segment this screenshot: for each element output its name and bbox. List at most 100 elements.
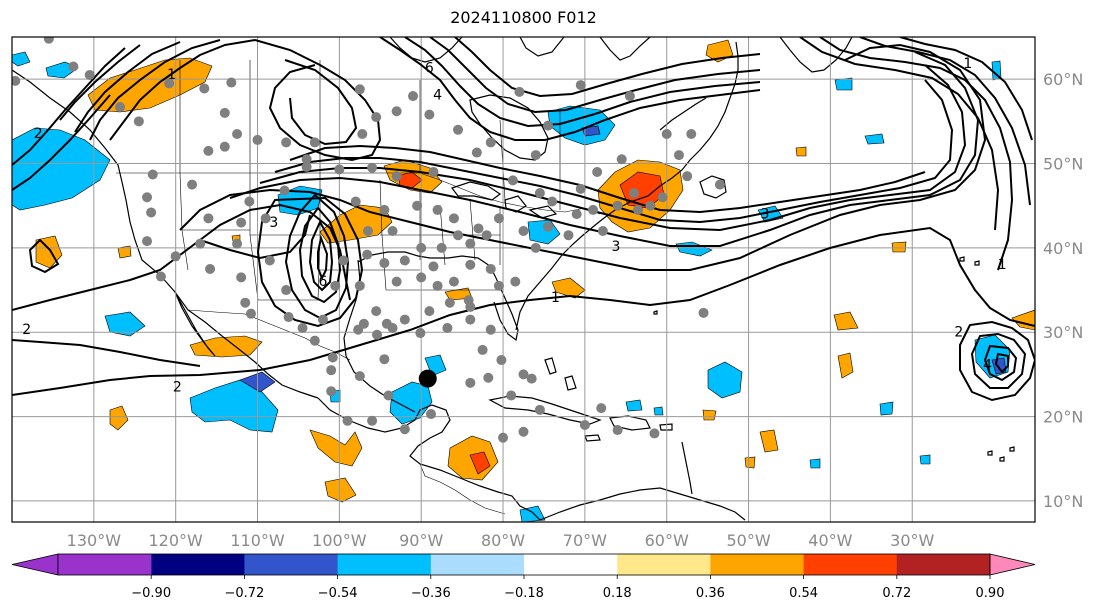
station-dot bbox=[493, 280, 504, 291]
station-dot bbox=[236, 272, 247, 283]
station-dot bbox=[203, 213, 214, 224]
contour-line bbox=[28, 238, 60, 274]
contour-line bbox=[12, 339, 201, 367]
station-dot bbox=[563, 230, 574, 241]
contour-label: 1 bbox=[551, 290, 560, 306]
station-dot bbox=[465, 377, 476, 388]
station-dot bbox=[363, 226, 374, 236]
coastline-south-america bbox=[539, 487, 746, 521]
station-dot bbox=[506, 390, 517, 401]
contour-label: 3 bbox=[760, 206, 769, 222]
station-dot bbox=[326, 365, 337, 376]
station-dot bbox=[465, 238, 476, 249]
station-dot bbox=[530, 242, 541, 253]
contour-line bbox=[12, 203, 351, 311]
coastline-atlantic bbox=[515, 41, 739, 331]
station-dot bbox=[309, 137, 320, 148]
station-dot bbox=[473, 223, 484, 234]
storm-center-marker bbox=[418, 369, 437, 388]
contour-label: 3 bbox=[269, 215, 278, 231]
station-dot bbox=[426, 409, 437, 420]
station-dot bbox=[436, 242, 447, 253]
shade-positive bbox=[891, 241, 907, 253]
contour-label: 4 bbox=[433, 87, 442, 103]
station-dot bbox=[330, 280, 341, 291]
station-dot bbox=[415, 328, 426, 339]
station-dot bbox=[326, 386, 337, 397]
station-dot bbox=[530, 150, 541, 161]
station-dot bbox=[399, 314, 410, 325]
contour-line bbox=[819, 37, 1014, 271]
longitude-label: 40°W bbox=[808, 531, 852, 550]
contour-label: 2 bbox=[954, 324, 963, 340]
contour-line bbox=[74, 41, 181, 133]
station-dot bbox=[477, 344, 488, 355]
contour-line bbox=[899, 37, 1033, 141]
contour-label: 1 bbox=[998, 257, 1007, 273]
station-dot bbox=[334, 164, 345, 175]
station-dot bbox=[448, 213, 459, 224]
longitude-label: 120°W bbox=[149, 531, 204, 550]
latitude-label: 30°N bbox=[1043, 323, 1083, 342]
contour-line bbox=[983, 344, 1018, 382]
station-dot bbox=[260, 213, 271, 224]
station-dot bbox=[686, 129, 697, 139]
station-dot bbox=[518, 369, 529, 380]
contour-line bbox=[259, 64, 967, 232]
station-dot bbox=[575, 183, 586, 194]
station-dot bbox=[444, 297, 455, 308]
station-dot bbox=[362, 249, 373, 260]
shade-positive bbox=[833, 311, 859, 331]
latitude-label: 50°N bbox=[1043, 155, 1083, 174]
station-dot bbox=[428, 261, 439, 272]
station-dot bbox=[465, 314, 476, 325]
shade-negative bbox=[653, 406, 664, 416]
political-borders bbox=[116, 60, 601, 515]
station-dot bbox=[147, 169, 158, 180]
latitude-labels: 60°N 50°N 40°N 30°N 20°N 10°N bbox=[1043, 70, 1083, 511]
station-dot bbox=[424, 306, 435, 317]
station-dot bbox=[283, 312, 294, 323]
station-dot bbox=[510, 276, 521, 287]
shade-positive bbox=[87, 57, 213, 113]
station-dot bbox=[526, 373, 537, 384]
station-dot bbox=[297, 323, 308, 333]
station-dot bbox=[416, 272, 427, 283]
latitude-label: 10°N bbox=[1043, 492, 1083, 511]
station-dot bbox=[597, 226, 608, 236]
station-dot bbox=[383, 390, 394, 401]
contour-line bbox=[274, 79, 954, 224]
shade-positive bbox=[309, 429, 363, 467]
shade-negative bbox=[834, 77, 853, 91]
observation-stations bbox=[12, 37, 725, 443]
station-dot bbox=[146, 207, 157, 218]
station-dot bbox=[232, 238, 243, 249]
station-dot bbox=[155, 271, 166, 282]
contour-line bbox=[12, 226, 1035, 396]
latitude-label: 20°N bbox=[1043, 408, 1083, 427]
contour-line bbox=[959, 320, 1035, 402]
contours bbox=[12, 37, 1035, 402]
station-dot bbox=[507, 175, 518, 186]
graticule bbox=[12, 37, 1035, 522]
coastline-jamaica bbox=[584, 434, 601, 442]
shade-negative bbox=[879, 401, 894, 416]
shade-positive bbox=[744, 456, 756, 469]
station-dot bbox=[142, 236, 153, 247]
station-dot bbox=[264, 255, 275, 266]
station-dot bbox=[219, 107, 230, 118]
station-dot bbox=[698, 307, 709, 318]
station-dot bbox=[371, 306, 382, 317]
station-dot bbox=[412, 200, 423, 211]
station-dot bbox=[244, 196, 255, 207]
station-dot bbox=[493, 213, 504, 224]
shade-negative bbox=[389, 381, 433, 425]
coastline-us-gulf bbox=[357, 251, 519, 342]
station-dot bbox=[43, 37, 54, 44]
station-dot bbox=[379, 354, 390, 365]
station-dot bbox=[588, 204, 599, 215]
contour-line bbox=[109, 39, 256, 141]
station-dot bbox=[579, 420, 590, 430]
coastline-gulf-west bbox=[317, 397, 541, 521]
